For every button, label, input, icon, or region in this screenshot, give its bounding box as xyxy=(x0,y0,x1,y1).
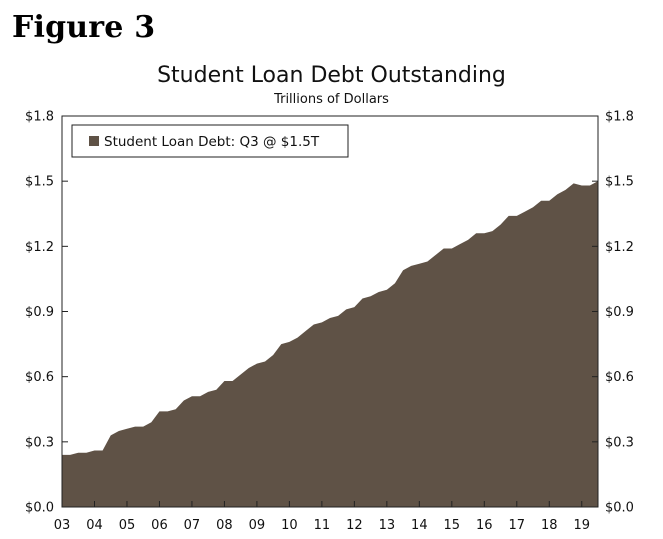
axes-layer: $0.0 $0.0 $0.3 $0.3 $0.6 $0.6 $0.9 $0.9 $1.2 $1.2… xyxy=(25,110,634,534)
x-tick-label: 17 xyxy=(509,518,526,533)
legend-label: Student Loan Debt: Q3 @ $1.5T xyxy=(104,134,320,150)
x-tick-label: 12 xyxy=(346,518,363,533)
y-tick-label-right: $1.5 xyxy=(605,175,634,190)
x-tick-label: 10 xyxy=(281,518,298,533)
y-tick-label-left: $0.6 xyxy=(25,370,54,385)
legend-box xyxy=(71,124,349,158)
x-tick-label: 05 xyxy=(119,518,136,533)
y-tick-label-left: $1.5 xyxy=(25,175,54,190)
y-tick-label-right: $1.2 xyxy=(605,240,634,255)
y-tick-label-left: $1.8 xyxy=(25,110,54,125)
y-tick-label-left: $0.3 xyxy=(25,435,54,450)
x-tick-label: 14 xyxy=(411,518,428,533)
x-tick-label: 16 xyxy=(476,518,493,533)
x-tick-label: 08 xyxy=(216,518,233,533)
area-layer xyxy=(62,181,598,508)
x-tick-label: 11 xyxy=(314,518,331,533)
figure-label: Figure 3 xyxy=(12,10,156,45)
y-tick-label-right: $1.8 xyxy=(605,110,634,125)
y-tick-label-right: $0.0 xyxy=(605,501,634,516)
x-tick-label: 09 xyxy=(249,518,266,533)
legend-swatch xyxy=(89,136,99,146)
y-tick-label-right: $0.6 xyxy=(605,370,634,385)
x-tick-label: 06 xyxy=(151,518,168,533)
y-tick-label-left: $0.0 xyxy=(25,501,54,516)
x-tick-label: 13 xyxy=(379,518,396,533)
series-area-student-loan-debt xyxy=(62,181,598,508)
legend: Student Loan Debt: Q3 @ $1.5T xyxy=(71,124,349,158)
y-tick-label-right: $0.3 xyxy=(605,435,634,450)
y-tick-label-right: $0.9 xyxy=(605,305,634,320)
y-tick-label-left: $0.9 xyxy=(25,305,54,320)
y-tick-label-left: $1.2 xyxy=(25,240,54,255)
chart-title: Student Loan Debt Outstanding xyxy=(157,63,506,88)
x-tick-label: 07 xyxy=(184,518,201,533)
x-tick-label: 19 xyxy=(573,518,590,533)
x-tick-label: 18 xyxy=(541,518,558,533)
x-tick-label: 04 xyxy=(86,518,103,533)
x-tick-label: 03 xyxy=(54,518,71,533)
chart-subtitle: Trillions of Dollars xyxy=(274,92,389,107)
x-tick-label: 15 xyxy=(444,518,461,533)
